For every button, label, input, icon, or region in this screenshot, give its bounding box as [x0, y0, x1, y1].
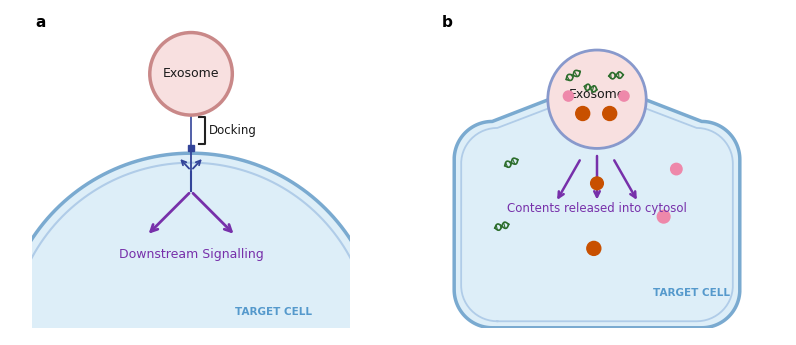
Text: TARGET CELL: TARGET CELL — [654, 288, 730, 298]
Circle shape — [587, 241, 601, 255]
Circle shape — [657, 210, 670, 223]
Text: b: b — [442, 15, 452, 30]
Circle shape — [603, 107, 617, 120]
Text: a: a — [36, 15, 46, 30]
Text: Docking: Docking — [209, 124, 256, 137]
Polygon shape — [455, 71, 739, 328]
Text: Contents released into cytosol: Contents released into cytosol — [507, 202, 687, 215]
Text: TARGET CELL: TARGET CELL — [235, 307, 312, 317]
Text: Exosome: Exosome — [569, 88, 625, 101]
Polygon shape — [1, 153, 381, 344]
Circle shape — [619, 91, 629, 101]
Text: Exosome: Exosome — [163, 67, 219, 80]
Circle shape — [564, 91, 573, 101]
Circle shape — [591, 177, 603, 190]
Text: Downstream Signalling: Downstream Signalling — [119, 248, 263, 261]
Circle shape — [150, 32, 232, 115]
Circle shape — [671, 163, 682, 175]
Circle shape — [548, 50, 646, 148]
Circle shape — [576, 107, 590, 120]
